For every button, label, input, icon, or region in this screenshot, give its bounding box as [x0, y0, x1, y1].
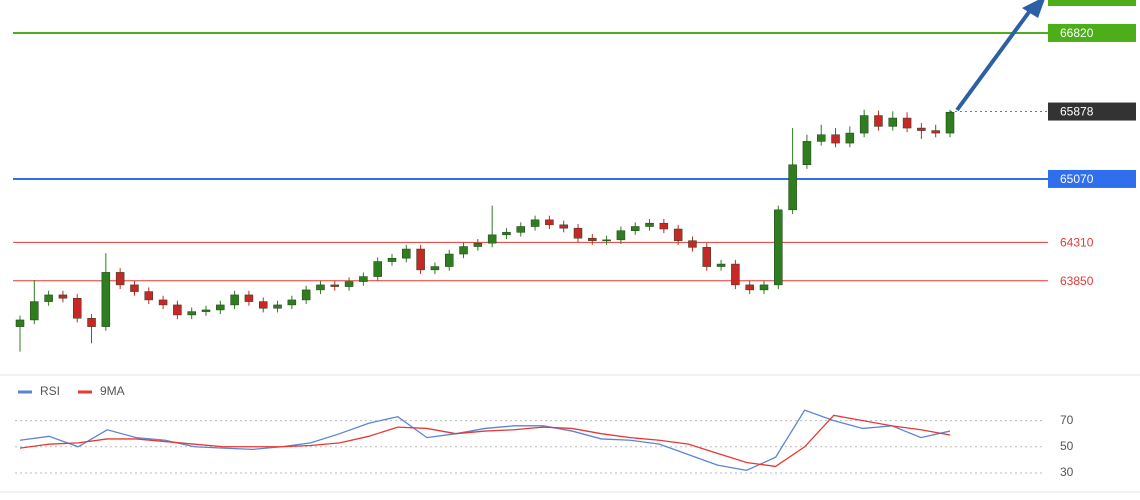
- candle-body: [373, 261, 382, 277]
- candle-body: [917, 127, 926, 131]
- candle-body: [559, 224, 568, 229]
- candle-body: [731, 263, 740, 286]
- level-label: 63850: [1060, 274, 1094, 288]
- candle-body: [788, 164, 797, 211]
- trend-arrow: [955, 0, 1045, 112]
- candle-body: [530, 219, 540, 227]
- candle-body: [359, 276, 368, 282]
- candle-body: [759, 284, 769, 291]
- candle-body: [802, 141, 812, 166]
- candle-body: [516, 226, 526, 233]
- candle-body: [573, 227, 583, 239]
- level-label: 66820: [1060, 26, 1094, 40]
- candle-body: [72, 298, 82, 319]
- candle-body: [459, 246, 468, 255]
- candle-body: [101, 272, 111, 327]
- candle-body: [774, 209, 783, 286]
- candle-body: [859, 115, 869, 134]
- candle-body: [387, 257, 397, 262]
- level-label-box: [1048, 169, 1136, 188]
- candle-body: [402, 248, 411, 259]
- candle-body: [545, 219, 554, 226]
- candle-body: [230, 294, 239, 306]
- candle-body: [902, 117, 912, 129]
- level-label-box: [1048, 23, 1136, 42]
- candle-body: [702, 247, 712, 267]
- candle-body: [616, 230, 626, 241]
- candle-body: [816, 134, 826, 142]
- legend-label: 9MA: [100, 384, 125, 398]
- candle-body: [888, 117, 898, 127]
- candle-body: [845, 132, 855, 144]
- legend-label: RSI: [40, 384, 60, 398]
- candle-body: [645, 222, 654, 227]
- candle-body: [258, 301, 268, 309]
- candle-body: [416, 248, 425, 271]
- arrow-shaft: [955, 6, 1034, 112]
- candle-body: [945, 111, 955, 134]
- level-label: 64310: [1060, 236, 1094, 250]
- candle-body: [301, 289, 311, 301]
- candle-body: [444, 253, 454, 267]
- candle-body: [201, 309, 211, 312]
- candle-body: [745, 284, 754, 291]
- level-label: 65878: [1060, 105, 1094, 119]
- y-tick-label: 30: [1060, 465, 1074, 479]
- y-tick-label: 50: [1060, 439, 1074, 453]
- candle-body: [15, 319, 25, 327]
- price-panel: 66820 65878 65070 64310 63850: [13, 23, 1136, 352]
- series-line: [19, 414, 951, 468]
- candle-body: [187, 311, 196, 316]
- candle-body: [244, 294, 254, 302]
- candle-body: [502, 232, 511, 236]
- candle-body: [273, 304, 282, 309]
- y-tick-label: 70: [1060, 413, 1074, 427]
- candle-body: [30, 301, 39, 321]
- cut-label-box: [1048, 0, 1136, 6]
- candle-body: [602, 239, 611, 242]
- arrow-head: [1022, 0, 1045, 18]
- candle-body: [44, 294, 53, 302]
- level-label: 65070: [1060, 172, 1094, 186]
- candle-body: [216, 304, 225, 311]
- candle-body: [630, 226, 640, 231]
- level-label-box: [1048, 102, 1136, 121]
- candle-body: [487, 234, 497, 244]
- candle-body: [831, 134, 840, 144]
- candle-body: [158, 299, 168, 306]
- candle-body: [931, 130, 940, 134]
- rsi-panel: 30 50 70 RSI 9MA: [15, 384, 1074, 479]
- candle-body: [344, 281, 354, 287]
- candle-body: [144, 291, 154, 301]
- candle-body: [173, 304, 182, 316]
- candle-body: [115, 272, 125, 286]
- candle-body: [330, 284, 340, 287]
- candle-body: [659, 222, 669, 230]
- candle-body: [316, 284, 325, 291]
- candle-body: [87, 318, 96, 327]
- candle-body: [130, 284, 139, 292]
- candle-body: [588, 237, 597, 241]
- candle-body: [673, 228, 683, 241]
- candle-body: [688, 240, 697, 248]
- candle-body: [473, 242, 483, 247]
- candle-body: [874, 115, 883, 127]
- candle-body: [58, 294, 68, 299]
- candle-body: [287, 299, 297, 306]
- candle-body: [716, 263, 726, 267]
- candle-body: [430, 266, 440, 271]
